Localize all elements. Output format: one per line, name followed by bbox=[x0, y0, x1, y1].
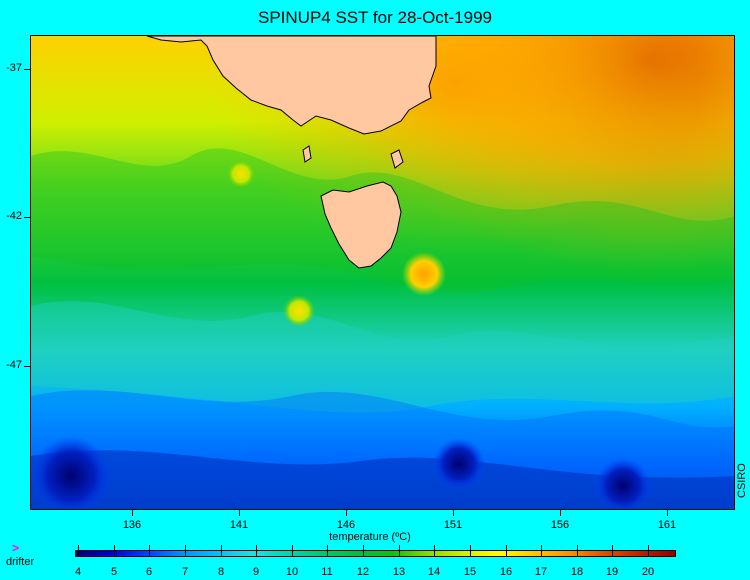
colorbar-tick bbox=[648, 545, 649, 557]
drifter-marker-icon: > bbox=[12, 541, 20, 555]
colorbar-tick-label: 15 bbox=[463, 566, 477, 578]
colorbar-label: temperature (ºC) bbox=[329, 531, 411, 543]
colorbar-tick bbox=[363, 545, 364, 557]
colorbar-tick bbox=[221, 545, 222, 557]
y-tickmark bbox=[24, 366, 30, 367]
mainland-land bbox=[146, 36, 437, 135]
x-tick-label: 136 bbox=[122, 519, 142, 531]
colorbar-tick bbox=[506, 545, 507, 557]
colorbar-tick bbox=[149, 545, 150, 557]
colorbar-tick-label: 12 bbox=[356, 566, 370, 578]
colorbar-tick-label: 4 bbox=[74, 566, 82, 578]
colorbar-tick bbox=[78, 545, 79, 557]
colorbar-tick bbox=[577, 545, 578, 557]
colorbar-tick-label: 7 bbox=[181, 566, 189, 578]
y-tick-label: -47 bbox=[6, 359, 22, 371]
tasmania-land bbox=[320, 181, 402, 269]
colorbar-tick-label: 17 bbox=[534, 566, 548, 578]
y-tick-label: -37 bbox=[6, 62, 22, 74]
x-tickmark bbox=[560, 510, 561, 516]
colorbar-tick-label: 20 bbox=[641, 566, 655, 578]
colorbar-tick-label: 11 bbox=[321, 566, 333, 578]
colorbar-tick bbox=[470, 545, 471, 557]
colorbar-tick bbox=[327, 545, 328, 557]
page-title: SPINUP4 SST for 28-Oct-1999 bbox=[257, 8, 492, 27]
colorbar-tick bbox=[114, 545, 115, 557]
colorbar-tick bbox=[434, 545, 435, 557]
colorbar-tick bbox=[541, 545, 542, 557]
colorbar-tick bbox=[185, 545, 186, 557]
y-tickmark bbox=[24, 217, 30, 218]
x-tickmark bbox=[453, 510, 454, 516]
credit-label: CSIRO bbox=[736, 463, 748, 498]
y-tick-label: -42 bbox=[6, 210, 22, 222]
x-tickmark bbox=[132, 510, 133, 516]
colorbar-tick-label: 10 bbox=[285, 566, 299, 578]
colorbar-tick-label: 13 bbox=[392, 566, 406, 578]
colorbar-tick-label: 19 bbox=[605, 566, 619, 578]
x-tickmark bbox=[346, 510, 347, 516]
x-tickmark bbox=[239, 510, 240, 516]
y-tickmark bbox=[24, 69, 30, 70]
colorbar-tick-label: 6 bbox=[145, 566, 153, 578]
colorbar-tick bbox=[612, 545, 613, 557]
drifter-legend-label: drifter bbox=[6, 556, 35, 568]
colorbar-tick-label: 9 bbox=[252, 566, 260, 578]
x-tick-label: 156 bbox=[550, 519, 570, 531]
x-tickmark bbox=[667, 510, 668, 516]
sst-map[interactable] bbox=[30, 35, 735, 510]
colorbar-tick-label: 14 bbox=[427, 566, 441, 578]
x-tick-label: 161 bbox=[657, 519, 677, 531]
colorbar-tick-label: 18 bbox=[570, 566, 584, 578]
colorbar-tick-label: 5 bbox=[110, 566, 118, 578]
temperature-colorbar bbox=[75, 550, 676, 557]
colorbar-tick bbox=[292, 545, 293, 557]
colorbar-tick bbox=[256, 545, 257, 557]
colorbar-tick-label: 16 bbox=[499, 566, 513, 578]
colorbar-tick-label: 8 bbox=[217, 566, 225, 578]
sst-field bbox=[31, 36, 734, 509]
x-tick-label: 151 bbox=[443, 519, 463, 531]
x-tick-label: 146 bbox=[336, 519, 356, 531]
x-tick-label: 141 bbox=[229, 519, 249, 531]
colorbar-tick bbox=[399, 545, 400, 557]
